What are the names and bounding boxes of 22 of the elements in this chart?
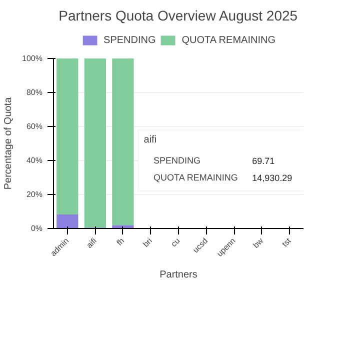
x-tick-label: aifi: [84, 236, 99, 250]
chart-title: Partners Quota Overview August 2025: [58, 8, 298, 24]
x-tick-label: fh: [115, 236, 126, 248]
y-tick-label: 20%: [26, 190, 43, 199]
y-tick-label: 40%: [26, 156, 43, 165]
y-axis-title: Percentage of Quota: [3, 96, 14, 190]
annotation: SPENDING: [154, 156, 201, 166]
annotation: 14,930.29: [252, 173, 292, 183]
y-tick-label: 80%: [26, 88, 43, 97]
x-axis-title: Partners: [160, 270, 198, 281]
y-tick-label: 100%: [22, 54, 43, 63]
x-tick-label: cu: [169, 236, 182, 249]
legend-label: SPENDING: [104, 34, 156, 46]
x-tick-label: bw: [251, 236, 266, 250]
annotation: aifi: [144, 134, 157, 146]
legend-label: QUOTA REMAINING: [182, 34, 276, 46]
annotation: QUOTA REMAINING: [154, 172, 238, 182]
y-tick-label: 0%: [30, 224, 42, 233]
x-tick-label: tst: [280, 236, 294, 249]
annotation: 69.71: [252, 156, 275, 166]
y-tick-label: 60%: [26, 122, 43, 131]
x-tick-label: bri: [141, 236, 154, 249]
